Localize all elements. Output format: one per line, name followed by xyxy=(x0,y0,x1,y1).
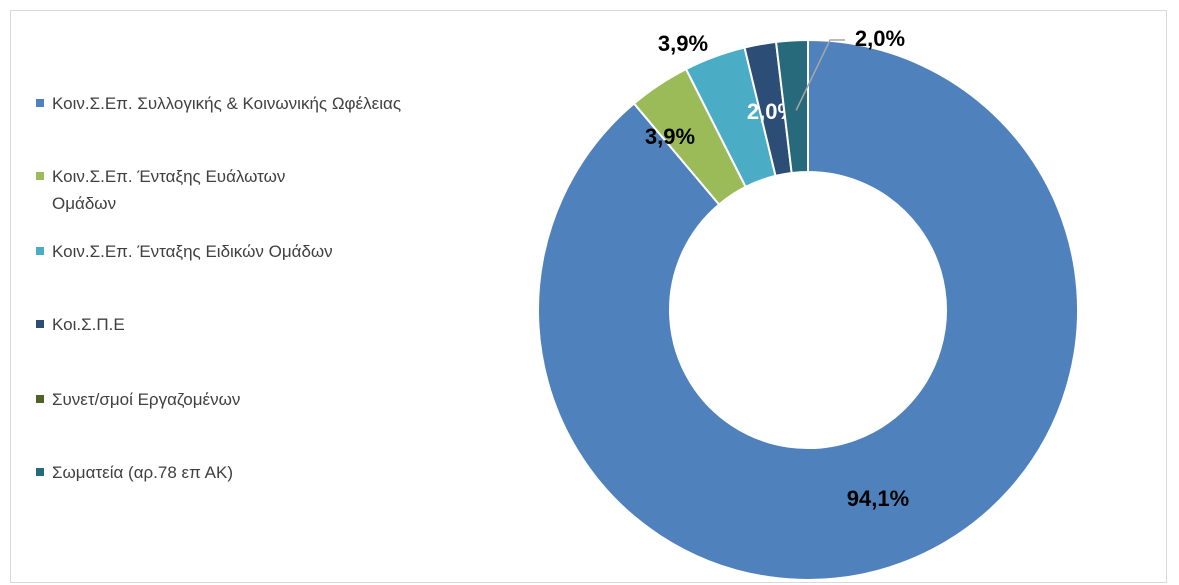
legend-label: Κοιν.Σ.Επ. Συλλογικής & Κοινωνικής Ωφέλε… xyxy=(52,94,402,113)
legend-item: Σωματεία (αρ.78 επ ΑΚ) xyxy=(36,459,420,486)
legend-label: Σωματεία (αρ.78 επ ΑΚ) xyxy=(52,463,233,482)
donut-slice xyxy=(537,38,1079,581)
chart-frame xyxy=(10,10,1167,583)
legend-swatch xyxy=(36,395,44,403)
legend-label: Συνετ/σμοί Εργαζομένων xyxy=(52,390,241,409)
legend-item: Κοιν.Σ.Επ. Ένταξης Ειδικών Ομάδων xyxy=(36,238,420,265)
legend-item: Κοιν.Σ.Επ. Ένταξης Ευάλωτων Ομάδων xyxy=(36,163,420,217)
legend-item: Συνετ/σμοί Εργαζομένων xyxy=(36,386,420,413)
data-label: 3,9% xyxy=(645,124,695,149)
legend-label: Κοιν.Σ.Επ. Ένταξης Ευάλωτων Ομάδων xyxy=(52,167,286,213)
leader-line xyxy=(795,39,845,111)
legend-swatch xyxy=(36,247,44,255)
legend-swatch xyxy=(36,99,44,107)
legend-item: Κοι.Σ.Π.Ε xyxy=(36,311,420,338)
legend-label: Κοι.Σ.Π.Ε xyxy=(52,315,125,334)
legend-swatch xyxy=(36,468,44,476)
data-label: 3,9% xyxy=(658,31,708,56)
legend-item: Κοιν.Σ.Επ. Συλλογικής & Κοινωνικής Ωφέλε… xyxy=(36,90,420,117)
legend-swatch xyxy=(36,320,44,328)
data-label: 94,1% xyxy=(847,486,909,511)
legend-label: Κοιν.Σ.Επ. Ένταξης Ειδικών Ομάδων xyxy=(52,242,333,261)
data-label: 2,0% xyxy=(855,26,905,51)
legend-swatch xyxy=(36,172,44,180)
donut-slice xyxy=(774,38,809,175)
